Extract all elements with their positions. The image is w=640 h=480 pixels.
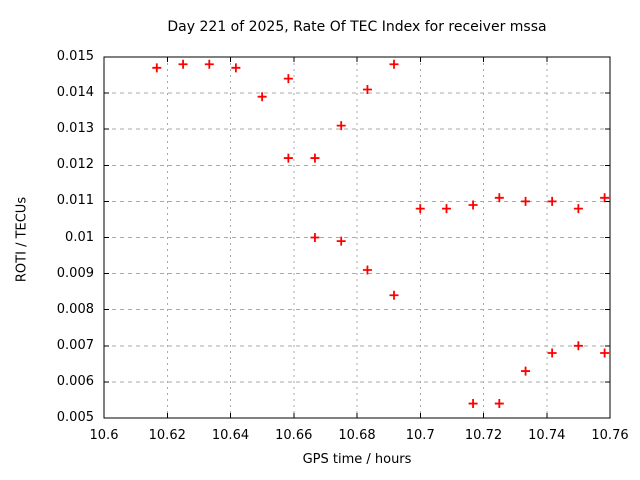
data-point-marker bbox=[336, 121, 346, 131]
data-point-marker bbox=[600, 348, 610, 358]
y-tick-label: 0.008 bbox=[56, 301, 94, 317]
y-tick-label: 0.015 bbox=[56, 49, 94, 64]
x-tick-label: 10.64 bbox=[211, 428, 250, 443]
data-point-marker bbox=[389, 290, 399, 300]
x-tick-label: 10.74 bbox=[528, 428, 566, 443]
data-point-marker bbox=[600, 193, 610, 203]
data-point-marker bbox=[336, 236, 346, 246]
data-point-marker bbox=[310, 233, 320, 242]
y-tick-label: 0.012 bbox=[56, 157, 94, 173]
data-point-marker bbox=[494, 399, 504, 409]
x-axis-label: GPS time / hours bbox=[302, 452, 412, 467]
x-tick-label: 10.6 bbox=[89, 428, 119, 443]
y-tick-label: 0.013 bbox=[56, 121, 94, 137]
y-tick-label: 0.011 bbox=[56, 193, 94, 209]
chart-title: Day 221 of 2025, Rate Of TEC Index for r… bbox=[167, 19, 547, 35]
data-point-marker bbox=[494, 193, 504, 203]
data-point-marker bbox=[441, 204, 451, 214]
y-tick-label: 0.007 bbox=[56, 337, 94, 353]
data-point-marker bbox=[310, 153, 320, 163]
data-point-marker bbox=[468, 399, 478, 409]
data-point-marker bbox=[178, 59, 188, 69]
data-point-marker bbox=[283, 153, 293, 163]
y-tick-label: 0.005 bbox=[56, 410, 94, 425]
data-point-marker bbox=[521, 196, 531, 206]
data-point-marker bbox=[152, 63, 162, 73]
x-tick-label: 10.72 bbox=[464, 428, 503, 443]
data-point-marker bbox=[573, 341, 583, 351]
data-point-marker bbox=[362, 84, 372, 94]
data-point-marker bbox=[283, 74, 293, 84]
data-point-marker bbox=[547, 196, 557, 206]
data-point-marker bbox=[521, 366, 531, 376]
x-tick-label: 10.66 bbox=[275, 428, 313, 443]
data-point-marker bbox=[468, 200, 478, 210]
plot-border bbox=[103, 56, 611, 419]
data-point-marker bbox=[204, 59, 214, 69]
data-point-marker bbox=[415, 204, 425, 214]
x-tick-label: 10.62 bbox=[148, 428, 186, 443]
y-tick-label: 0.006 bbox=[56, 373, 94, 389]
x-tick-label: 10.7 bbox=[405, 428, 435, 443]
data-point-marker bbox=[547, 348, 557, 358]
x-tick-label: 10.68 bbox=[338, 428, 376, 443]
data-point-marker bbox=[257, 92, 267, 102]
data-point-marker bbox=[389, 59, 399, 69]
y-tick-label: 0.009 bbox=[56, 265, 94, 281]
data-point-marker bbox=[231, 63, 241, 73]
x-tick-label: 10.76 bbox=[591, 428, 629, 443]
data-point-marker bbox=[362, 265, 372, 275]
data-point-marker bbox=[573, 204, 583, 214]
y-tick-label: 0.01 bbox=[65, 229, 94, 245]
y-tick-label: 0.014 bbox=[56, 85, 94, 101]
